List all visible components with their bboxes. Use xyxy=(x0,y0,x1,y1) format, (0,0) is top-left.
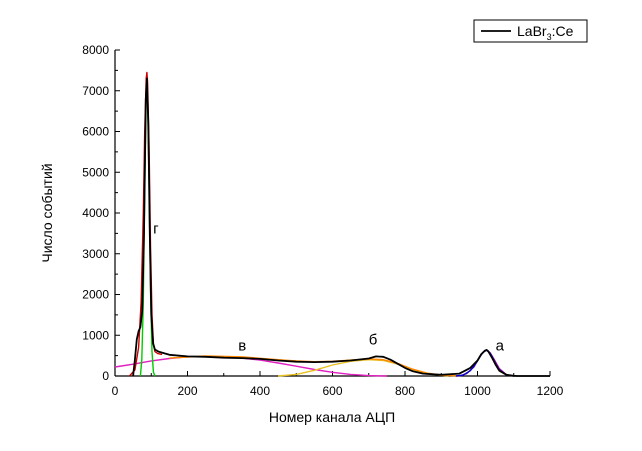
y-tick-label: 2000 xyxy=(82,288,109,302)
x-tick-label: 400 xyxy=(250,384,270,398)
y-tick-label: 0 xyxy=(102,369,109,383)
y-tick-label: 7000 xyxy=(82,84,109,98)
x-tick-label: 200 xyxy=(177,384,197,398)
x-tick-label: 600 xyxy=(322,384,342,398)
fit-component-line xyxy=(455,349,514,377)
series-line-labbr3 xyxy=(132,77,550,377)
y-tick-label: 8000 xyxy=(82,43,109,57)
y-tick-label: 4000 xyxy=(82,206,109,220)
peak-label: б xyxy=(369,332,378,349)
y-ticks: 0 1000 2000 3000 4000 5000 6000 7000 8000 xyxy=(82,43,120,383)
x-tick-label: 0 xyxy=(112,384,119,398)
axes xyxy=(114,50,550,377)
x-axis-title: Номер канала АЦП xyxy=(269,409,395,425)
legend: LaBr3:Ce xyxy=(473,19,588,43)
peak-label: а xyxy=(496,338,505,355)
y-axis-title: Число событий xyxy=(39,163,55,262)
peak-label: в xyxy=(238,338,246,355)
y-tick-label: 6000 xyxy=(82,125,109,139)
legend-label-labbr3: LaBr3:Ce xyxy=(517,23,574,42)
y-tick-label: 5000 xyxy=(82,165,109,179)
x-ticks: 0 200 400 600 800 1000 1200 xyxy=(112,371,564,398)
x-tick-label: 1000 xyxy=(464,384,491,398)
peak-label: г xyxy=(153,220,159,237)
x-tick-label: 1200 xyxy=(537,384,564,398)
fit-component-line xyxy=(169,355,460,377)
legend-box xyxy=(473,19,588,43)
peak-annotations: г в б а xyxy=(153,220,505,354)
x-tick-label: 800 xyxy=(395,384,415,398)
y-tick-label: 1000 xyxy=(82,328,109,342)
series-layer xyxy=(114,71,550,377)
y-tick-label: 3000 xyxy=(82,247,109,261)
